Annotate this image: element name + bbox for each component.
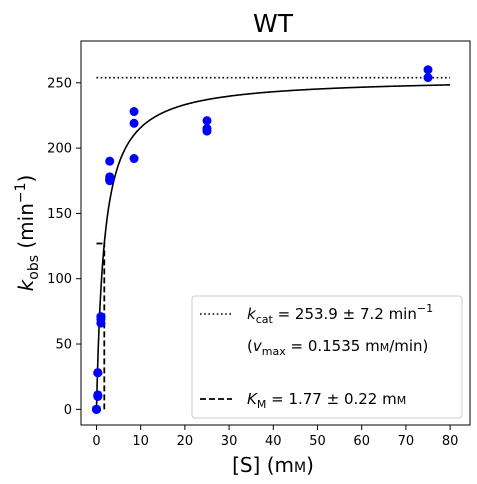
lines-layer [95, 76, 451, 410]
fit-curve [95, 84, 451, 410]
data-point [93, 391, 103, 401]
y-axis-title-k: k [14, 278, 38, 291]
legend-kcat-value: = 253.9 ± 7.2 min [273, 305, 417, 323]
data-point [93, 368, 103, 378]
legend-vmax-sub: max [262, 345, 286, 358]
x-axis-title-main: [S] (m [232, 453, 294, 477]
data-point [423, 73, 433, 83]
data-point [202, 126, 212, 136]
y-axis-title: kobs (min−1) [13, 175, 42, 292]
y-tick-label: 150 [47, 207, 72, 222]
x-tick-label: 0 [92, 434, 100, 449]
legend-km-unit: M [397, 394, 407, 407]
x-tick-label: 10 [132, 434, 149, 449]
legend-vmax-close: /min) [389, 337, 428, 355]
legend-vmax-unit: M [380, 341, 390, 354]
y-axis-title-sub: obs [26, 255, 42, 280]
data-point [423, 65, 433, 75]
legend-vmax-open: ( [247, 337, 253, 355]
x-tick-label: 70 [398, 434, 415, 449]
legend-km-label: KM = 1.77 ± 0.22 mM [247, 390, 406, 411]
x-tick-label: 80 [442, 434, 459, 449]
y-axis-title-sup: −1 [13, 182, 29, 203]
x-tick-label: 50 [309, 434, 326, 449]
data-point [105, 174, 115, 184]
data-point [91, 404, 101, 414]
legend-km-sub: M [257, 398, 267, 411]
y-axis-title-close: ) [14, 175, 38, 183]
legend-kcat-sub: cat [256, 313, 274, 326]
x-axis: 0 10 20 30 40 50 60 70 80 [92, 425, 458, 449]
plot-area [80, 40, 471, 426]
legend-vmax-label: (vmax = 0.1535 mM/min) [247, 337, 428, 358]
data-point [129, 107, 139, 117]
x-tick-label: 60 [353, 434, 370, 449]
legend-kcat-k: k [247, 305, 257, 323]
data-point [202, 116, 212, 126]
legend-kcat-label: kcat = 253.9 ± 7.2 min−1 [247, 302, 433, 326]
y-tick-label: 200 [47, 142, 72, 157]
legend-vmax-value: = 0.1535 m [286, 337, 380, 355]
legend: kcat = 253.9 ± 7.2 min−1 (vmax = 0.1535 … [191, 295, 463, 419]
legend-kcat-sup: −1 [417, 302, 433, 315]
data-point [96, 312, 106, 322]
x-tick-label: 40 [265, 434, 282, 449]
y-tick-label: 250 [47, 76, 72, 91]
legend-km-k: K [247, 390, 258, 408]
y-tick-label: 100 [47, 272, 72, 287]
legend-km-value: = 1.77 ± 0.22 m [266, 390, 396, 408]
data-points [91, 65, 433, 414]
x-tick-label: 20 [177, 434, 194, 449]
data-point [129, 154, 139, 164]
y-axis: 0 50 100 150 200 250 [47, 76, 81, 418]
x-axis-title-close: ) [306, 453, 314, 477]
data-point [105, 156, 115, 166]
legend-vmax-v: v [253, 337, 263, 355]
x-axis-title: [S] (mM) [232, 453, 314, 477]
data-point [129, 118, 139, 128]
y-axis-title-rest: (min [14, 203, 38, 255]
y-tick-label: 0 [64, 403, 72, 418]
x-tick-label: 30 [221, 434, 238, 449]
y-tick-label: 50 [55, 338, 72, 353]
x-axis-title-unit: M [294, 460, 306, 476]
legend-box [191, 295, 463, 419]
chart-title: WT [253, 9, 294, 38]
